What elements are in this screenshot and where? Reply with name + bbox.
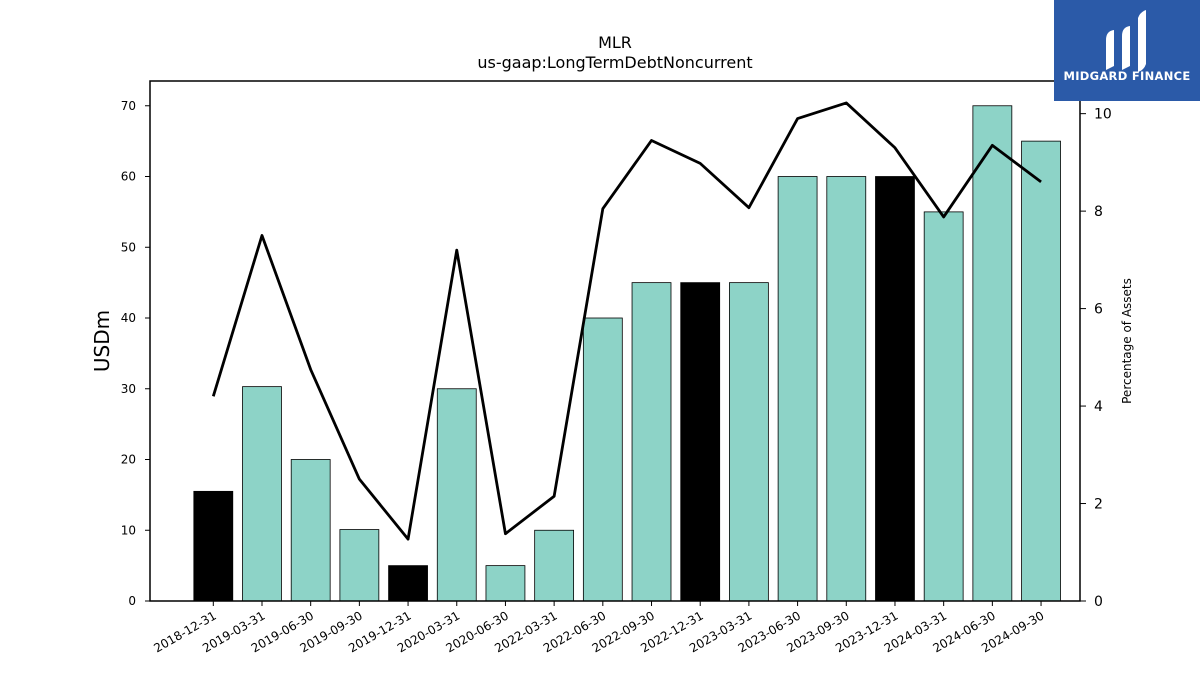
y2-axis: 0 2 4 6 8 10	[1080, 107, 1112, 610]
bar	[534, 529, 575, 602]
y2-axis-label: Percentage of Assets	[1120, 278, 1134, 404]
bar	[729, 282, 769, 602]
plot-frame	[149, 80, 1081, 602]
y-tick-label: 10	[121, 523, 136, 537]
y-tick-label: 50	[121, 240, 136, 254]
midgard-logo-icon	[1106, 10, 1146, 72]
bar	[875, 176, 915, 602]
y-tick-label: 20	[121, 453, 136, 467]
bar	[339, 529, 380, 602]
bar	[1021, 140, 1061, 602]
bar	[290, 459, 331, 602]
bar	[485, 565, 526, 602]
y2-tick-label: 10	[1094, 107, 1112, 123]
bar	[436, 388, 477, 602]
y-tick-label: 30	[121, 382, 136, 396]
chart-subtitle: us-gaap:LongTermDebtNoncurrent	[477, 53, 752, 72]
series-line	[211, 101, 1042, 541]
y2-tick-label: 8	[1094, 204, 1103, 220]
y-tick-label: 60	[121, 170, 136, 184]
chart-title: MLR	[598, 33, 632, 52]
y-tick-label: 70	[121, 99, 136, 113]
y2-tick-label: 2	[1094, 497, 1103, 513]
bar	[972, 105, 1013, 602]
bar	[631, 282, 672, 602]
y2-tick-label: 6	[1094, 302, 1103, 318]
brand-logo: MIDGARD FINANCE	[1054, 0, 1200, 101]
y-axis: 0 10 20 30 40 50 60 70	[121, 99, 150, 608]
y2-tick-label: 4	[1094, 399, 1103, 415]
bar	[923, 211, 964, 602]
x-axis: 2018-12-312019-03-312019-06-302019-09-30…	[151, 601, 1047, 655]
bar	[242, 386, 282, 602]
bar	[826, 176, 867, 602]
bar-group	[193, 105, 1061, 602]
y-tick-label: 40	[121, 311, 136, 325]
y2-tick-label: 0	[1094, 594, 1103, 610]
bar	[680, 282, 721, 602]
brand-name: MIDGARD FINANCE	[1063, 69, 1191, 83]
bar	[582, 317, 623, 602]
bar	[777, 176, 818, 602]
line-group	[211, 101, 1042, 541]
bar	[193, 490, 234, 602]
y-tick-label: 0	[128, 594, 136, 608]
bar	[388, 565, 428, 602]
y-axis-label: USDm	[90, 310, 114, 372]
